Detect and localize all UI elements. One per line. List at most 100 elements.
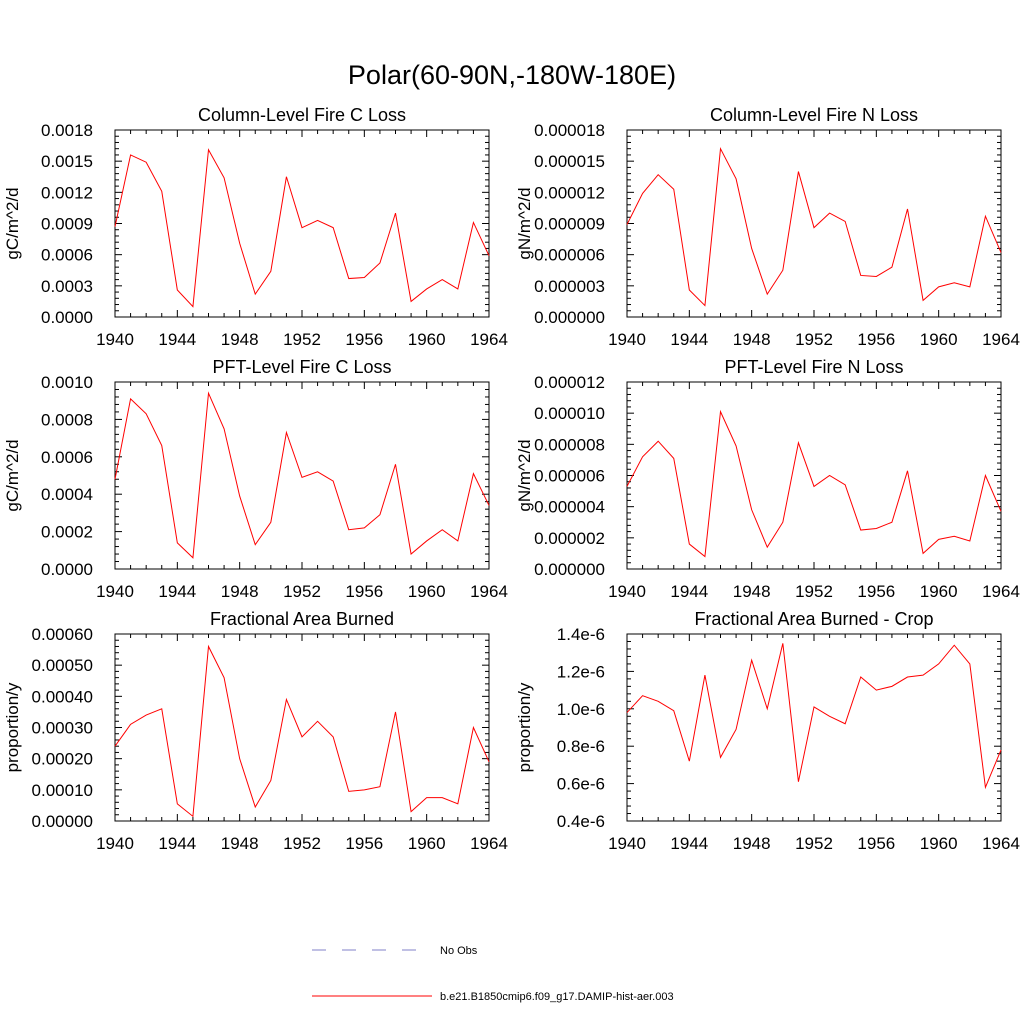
plot-frame [626,381,1002,570]
series-line [626,409,1002,558]
y-tick-label: 0.000000 [534,308,605,327]
x-tick-label: 1960 [408,330,446,349]
x-tick-label: 1960 [408,834,446,853]
y-tick-label: 0.4e-6 [557,812,605,831]
x-tick-label: 1940 [96,582,134,601]
y-tick-label: 0.6e-6 [557,775,605,794]
x-tick-label: 1964 [982,834,1020,853]
y-tick-label: 0.000002 [534,529,605,548]
x-tick-label: 1964 [982,582,1020,601]
x-tick-label: 1944 [670,834,708,853]
plot-frame [626,129,1002,318]
x-tick-label: 1956 [345,834,383,853]
panel-title: Fractional Area Burned [210,609,394,629]
x-tick-label: 1956 [857,834,895,853]
legend-label: b.e21.B1850cmip6.f09_g17.DAMIP-hist-aer.… [440,991,674,1003]
x-tick-label: 1940 [96,330,134,349]
y-tick-label: 0.000004 [534,498,605,517]
y-tick-label: 0.00060 [32,625,93,644]
legend-label: No Obs [440,945,478,957]
y-axis-label: proportion/y [515,682,534,772]
x-tick-label: 1956 [345,330,383,349]
y-tick-label: 0.000010 [534,404,605,423]
plot-frame [114,129,490,318]
x-tick-label: 1948 [733,834,771,853]
y-tick-label: 1.4e-6 [557,625,605,644]
y-tick-label: 0.00020 [32,750,93,769]
chart-panel: Column-Level Fire N Loss gN/m^2/d 1940 1944… [515,105,1020,349]
x-tick-label: 1952 [795,330,833,349]
y-axis-label: proportion/y [3,682,22,772]
x-tick-label: 1964 [470,582,508,601]
x-tick-label: 1940 [96,834,134,853]
y-tick-label: 0.0003 [41,277,93,296]
x-tick-label: 1952 [795,582,833,601]
y-tick-label: 0.0010 [41,373,93,392]
y-tick-label: 1.0e-6 [557,700,605,719]
y-tick-label: 0.0012 [41,183,93,202]
y-tick-label: 0.000015 [534,152,605,171]
plot-frame [114,633,490,822]
plot-frame [114,381,490,570]
legend: No Obs b.e21.B1850cmip6.f09_g17.DAMIP-his… [312,945,674,1003]
x-tick-label: 1948 [733,582,771,601]
x-tick-label: 1956 [857,582,895,601]
x-tick-label: 1964 [470,330,508,349]
x-tick-label: 1948 [221,834,259,853]
x-tick-label: 1960 [920,582,958,601]
y-tick-label: 0.8e-6 [557,737,605,756]
x-tick-label: 1960 [920,330,958,349]
y-tick-label: 0.0000 [41,560,93,579]
series-line [114,148,490,308]
y-tick-label: 1.2e-6 [557,662,605,681]
figure-title: Polar(60-90N,-180W-180E) [348,60,676,90]
x-tick-label: 1944 [158,834,196,853]
y-tick-label: 0.00000 [32,812,93,831]
y-tick-label: 0.0018 [41,121,93,140]
chart-panel: PFT-Level Fire C Loss gC/m^2/d 1940 1944 194… [3,357,508,601]
y-tick-label: 0.000012 [534,373,605,392]
y-tick-label: 0.0000 [41,308,93,327]
series-line [114,644,490,818]
y-tick-label: 0.0004 [41,485,93,504]
panel-title: Column-Level Fire N Loss [710,105,918,125]
x-tick-label: 1960 [408,582,446,601]
panel-title: PFT-Level Fire C Loss [212,357,391,377]
y-tick-label: 0.000018 [534,121,605,140]
panel-grid: Column-Level Fire C Loss gC/m^2/d 1940 1944… [3,105,1020,853]
y-tick-label: 0.0008 [41,410,93,429]
x-tick-label: 1940 [608,582,646,601]
series-line [114,391,490,559]
y-tick-label: 0.000006 [534,246,605,265]
x-tick-label: 1956 [857,330,895,349]
x-tick-label: 1960 [920,834,958,853]
y-tick-label: 0.0015 [41,152,93,171]
y-tick-label: 0.0006 [41,246,93,265]
panel-title: PFT-Level Fire N Loss [724,357,903,377]
y-tick-label: 0.000003 [534,277,605,296]
chart-panel: Fractional Area Burned proportion/y 1940 19… [3,609,508,853]
y-tick-label: 0.00010 [32,781,93,800]
series-line [626,146,1002,307]
x-tick-label: 1964 [470,834,508,853]
y-axis-label: gC/m^2/d [3,439,22,511]
x-tick-label: 1948 [221,582,259,601]
x-tick-label: 1964 [982,330,1020,349]
y-tick-label: 0.0006 [41,448,93,467]
x-tick-label: 1956 [345,582,383,601]
x-tick-label: 1944 [670,330,708,349]
x-tick-label: 1944 [670,582,708,601]
y-tick-label: 0.000008 [534,435,605,454]
y-tick-label: 0.000000 [534,560,605,579]
y-tick-label: 0.00040 [32,687,93,706]
y-tick-label: 0.000009 [534,215,605,234]
x-tick-label: 1952 [795,834,833,853]
x-tick-label: 1944 [158,582,196,601]
panel-title: Column-Level Fire C Loss [198,105,406,125]
y-tick-label: 0.00050 [32,656,93,675]
plot-frame [626,633,1002,822]
y-axis-label: gN/m^2/d [515,439,534,511]
y-tick-label: 0.000012 [534,183,605,202]
chart-panel: Fractional Area Burned - Crop proportion/… [515,609,1020,853]
